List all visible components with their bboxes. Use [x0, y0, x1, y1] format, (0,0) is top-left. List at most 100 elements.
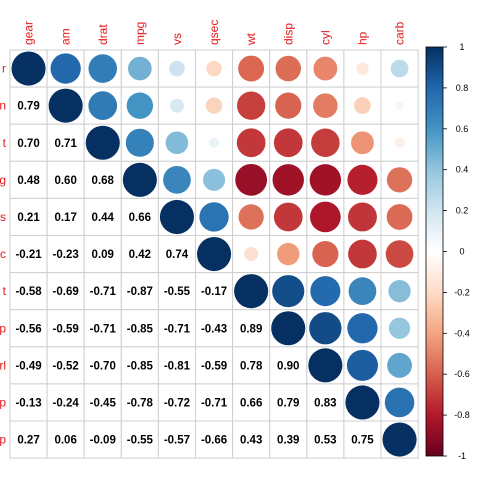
correlation-value-label: -0.66: [201, 435, 227, 447]
correlation-circle: [354, 97, 371, 115]
column-label: mpg: [133, 22, 147, 45]
correlation-value-label: 0.60: [54, 175, 76, 187]
correlation-value-label: 0.78: [240, 360, 263, 372]
column-label: am: [59, 28, 73, 45]
correlation-value-label: -0.45: [90, 397, 117, 409]
column-labels: gear am drat mpg vs qsec wt disp cyl hp carb: [22, 20, 407, 46]
correlation-value-label: -0.58: [15, 286, 42, 298]
correlation-value-label: -0.17: [201, 286, 227, 298]
matrix-cell: [9, 272, 48, 311]
matrix-cell: [83, 383, 122, 422]
correlation-value-label: -0.71: [90, 286, 117, 298]
matrix-cell: [46, 272, 85, 311]
correlation-value-label: 0.79: [277, 397, 299, 409]
correlation-value-label: -0.52: [53, 360, 79, 372]
correlation-circle: [311, 128, 340, 158]
colorbar-tick-label: -0.4: [454, 328, 470, 338]
correlation-value-label: -0.57: [164, 435, 190, 447]
row-label: p: [0, 433, 6, 447]
correlation-circle: [48, 88, 83, 123]
correlation-circle: [347, 164, 378, 195]
correlation-value-label: -0.81: [164, 360, 191, 372]
correlation-circle: [382, 422, 417, 457]
correlation-circle: [387, 352, 412, 378]
correlation-circle: [122, 162, 157, 197]
correlation-circle: [88, 91, 118, 121]
correlation-circle: [234, 274, 269, 309]
row-label: s: [0, 210, 6, 224]
matrix-cell: [195, 383, 234, 422]
matrix-cell: [306, 420, 345, 459]
correlation-value-label: 0.71: [54, 138, 77, 150]
correlation-circle: [85, 125, 120, 160]
correlation-value-label: -0.59: [53, 323, 79, 335]
correlation-circle: [347, 202, 377, 232]
correlation-circle: [384, 387, 415, 418]
matrix-cell: [120, 383, 159, 422]
matrix-cell: [157, 309, 196, 348]
column-label: carb: [393, 21, 407, 45]
colorbar-tick-label: 0.8: [456, 83, 469, 93]
correlation-circle: [159, 199, 194, 234]
correlation-value-label: 0.06: [54, 435, 76, 447]
correlation-value-label: 0.17: [54, 212, 76, 224]
correlation-circle: [345, 385, 380, 420]
matrix-cell: [380, 272, 419, 311]
correlation-circle: [356, 62, 369, 75]
correlation-circle: [395, 101, 404, 110]
column-label: drat: [96, 24, 110, 45]
correlation-circle: [308, 348, 343, 383]
correlation-circle: [165, 131, 189, 155]
correlation-value-label: -0.49: [15, 360, 41, 372]
matrix-cell: [120, 235, 159, 274]
correlation-circle: [347, 313, 378, 344]
colorbar-tick-label: -0.8: [454, 410, 470, 420]
correlation-circle: [310, 276, 341, 307]
row-label: p: [0, 395, 6, 409]
correlation-circle: [275, 92, 302, 119]
colorbar-tick-label: 1: [459, 42, 464, 52]
correlation-value-label: 0.39: [277, 435, 299, 447]
correlation-circle: [313, 56, 338, 81]
row-label: g: [0, 173, 6, 187]
correlation-circle: [208, 137, 220, 148]
correlation-value-label: -0.87: [127, 286, 153, 298]
correlation-circle: [238, 204, 264, 230]
correlation-circle: [163, 165, 191, 194]
matrix-cell: [9, 235, 48, 274]
colorbar-gradient: [425, 46, 444, 457]
correlation-circle: [348, 277, 377, 306]
matrix-cell: [269, 383, 308, 422]
correlation-circle: [310, 201, 341, 233]
correlation-circle: [272, 275, 305, 308]
correlation-value-label: -0.13: [15, 397, 41, 409]
colorbar-tick-label: 0.6: [456, 124, 469, 134]
correlation-value-label: -0.71: [90, 323, 117, 335]
correlation-circle: [235, 163, 268, 196]
correlation-value-label: -0.55: [164, 286, 191, 298]
matrix-cell: [380, 86, 419, 125]
correlation-value-label: -0.85: [127, 360, 154, 372]
column-label: cyl: [318, 30, 332, 45]
correlation-value-label: 0.43: [240, 435, 262, 447]
correlation-circle: [271, 311, 306, 346]
correlation-circle: [50, 53, 81, 84]
correlation-circle: [348, 239, 377, 269]
column-label: gear: [22, 21, 36, 45]
correlation-circle: [394, 137, 405, 148]
row-label: t: [3, 136, 7, 150]
correlation-value-label: -0.21: [15, 249, 42, 261]
matrix-cell: [306, 383, 345, 422]
correlation-value-label: -0.24: [53, 397, 80, 409]
matrix-cell: [343, 420, 382, 459]
matrix-cell: [9, 309, 48, 348]
matrix-cell: [157, 383, 196, 422]
correlation-value-label: 0.66: [129, 212, 151, 224]
correlation-circle: [273, 202, 303, 232]
correlation-value-label: -0.70: [90, 360, 116, 372]
correlation-value-label: -0.23: [53, 249, 79, 261]
correlation-circle: [309, 312, 342, 345]
matrix-cell: [120, 272, 159, 311]
matrix-cell: [9, 420, 48, 459]
correlation-circle: [197, 237, 232, 272]
